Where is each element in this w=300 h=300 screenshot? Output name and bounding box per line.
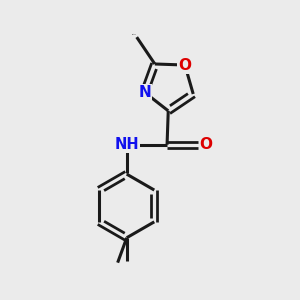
Text: O: O (200, 137, 213, 152)
Text: O: O (178, 58, 191, 73)
Text: methyl: methyl (132, 34, 137, 35)
Text: N: N (138, 85, 151, 100)
Text: NH: NH (114, 137, 139, 152)
